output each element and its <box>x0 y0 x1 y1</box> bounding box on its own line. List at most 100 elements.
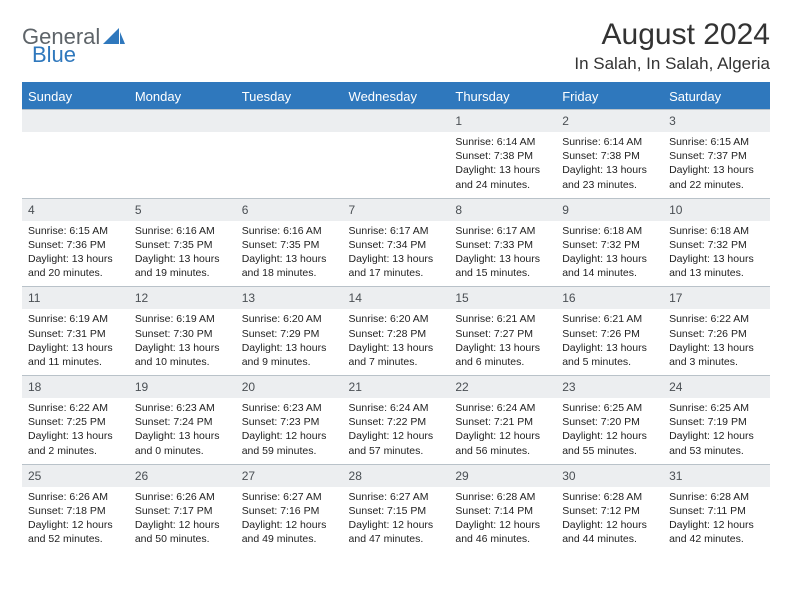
sunset-line: Sunset: 7:20 PM <box>562 415 657 429</box>
day-number: 6 <box>236 198 343 221</box>
sunrise-line: Sunrise: 6:28 AM <box>669 490 764 504</box>
day-number <box>22 110 129 133</box>
daylight-line: Daylight: 13 hours and 18 minutes. <box>242 252 337 280</box>
day-number: 9 <box>556 198 663 221</box>
sunset-line: Sunset: 7:16 PM <box>242 504 337 518</box>
sunrise-line: Sunrise: 6:24 AM <box>349 401 444 415</box>
sunrise-line: Sunrise: 6:24 AM <box>455 401 550 415</box>
day-number: 21 <box>343 376 450 399</box>
sunset-line: Sunset: 7:31 PM <box>28 327 123 341</box>
sunset-line: Sunset: 7:12 PM <box>562 504 657 518</box>
sunrise-line: Sunrise: 6:25 AM <box>562 401 657 415</box>
weekday-header: Saturday <box>663 84 770 110</box>
daylight-line: Daylight: 13 hours and 7 minutes. <box>349 341 444 369</box>
daynum-row: 18192021222324 <box>22 376 770 399</box>
day-cell: Sunrise: 6:16 AMSunset: 7:35 PMDaylight:… <box>236 221 343 287</box>
day-cell: Sunrise: 6:15 AMSunset: 7:36 PMDaylight:… <box>22 221 129 287</box>
sunset-line: Sunset: 7:38 PM <box>562 149 657 163</box>
daylight-line: Daylight: 13 hours and 2 minutes. <box>28 429 123 457</box>
day-number <box>343 110 450 133</box>
weekday-header: Monday <box>129 84 236 110</box>
daylight-line: Daylight: 13 hours and 9 minutes. <box>242 341 337 369</box>
day-number: 11 <box>22 287 129 310</box>
day-cell: Sunrise: 6:17 AMSunset: 7:34 PMDaylight:… <box>343 221 450 287</box>
daylight-line: Daylight: 12 hours and 42 minutes. <box>669 518 764 546</box>
sunset-line: Sunset: 7:30 PM <box>135 327 230 341</box>
sunset-line: Sunset: 7:37 PM <box>669 149 764 163</box>
day-cell: Sunrise: 6:18 AMSunset: 7:32 PMDaylight:… <box>663 221 770 287</box>
day-number: 23 <box>556 376 663 399</box>
daylight-line: Daylight: 13 hours and 24 minutes. <box>455 163 550 191</box>
daylight-line: Daylight: 12 hours and 44 minutes. <box>562 518 657 546</box>
sunset-line: Sunset: 7:26 PM <box>669 327 764 341</box>
sunrise-line: Sunrise: 6:21 AM <box>562 312 657 326</box>
daylight-line: Daylight: 12 hours and 46 minutes. <box>455 518 550 546</box>
day-number: 17 <box>663 287 770 310</box>
daylight-line: Daylight: 12 hours and 52 minutes. <box>28 518 123 546</box>
day-cell: Sunrise: 6:23 AMSunset: 7:23 PMDaylight:… <box>236 398 343 464</box>
daylight-line: Daylight: 13 hours and 11 minutes. <box>28 341 123 369</box>
sunrise-line: Sunrise: 6:28 AM <box>562 490 657 504</box>
day-cell: Sunrise: 6:28 AMSunset: 7:14 PMDaylight:… <box>449 487 556 553</box>
day-cell: Sunrise: 6:22 AMSunset: 7:25 PMDaylight:… <box>22 398 129 464</box>
day-number: 22 <box>449 376 556 399</box>
daylight-line: Daylight: 13 hours and 10 minutes. <box>135 341 230 369</box>
daylight-line: Daylight: 12 hours and 57 minutes. <box>349 429 444 457</box>
day-cell: Sunrise: 6:26 AMSunset: 7:17 PMDaylight:… <box>129 487 236 553</box>
day-cell: Sunrise: 6:28 AMSunset: 7:12 PMDaylight:… <box>556 487 663 553</box>
sunset-line: Sunset: 7:34 PM <box>349 238 444 252</box>
day-number: 5 <box>129 198 236 221</box>
weekday-header: Thursday <box>449 84 556 110</box>
sunset-line: Sunset: 7:36 PM <box>28 238 123 252</box>
day-number: 27 <box>236 464 343 487</box>
day-content-row: Sunrise: 6:22 AMSunset: 7:25 PMDaylight:… <box>22 398 770 464</box>
day-number <box>129 110 236 133</box>
day-number: 19 <box>129 376 236 399</box>
sunset-line: Sunset: 7:29 PM <box>242 327 337 341</box>
day-number: 3 <box>663 110 770 133</box>
sunrise-line: Sunrise: 6:25 AM <box>669 401 764 415</box>
day-content-row: Sunrise: 6:19 AMSunset: 7:31 PMDaylight:… <box>22 309 770 375</box>
sunrise-line: Sunrise: 6:20 AM <box>349 312 444 326</box>
day-cell: Sunrise: 6:27 AMSunset: 7:15 PMDaylight:… <box>343 487 450 553</box>
day-cell: Sunrise: 6:16 AMSunset: 7:35 PMDaylight:… <box>129 221 236 287</box>
daylight-line: Daylight: 13 hours and 22 minutes. <box>669 163 764 191</box>
day-content-row: Sunrise: 6:14 AMSunset: 7:38 PMDaylight:… <box>22 132 770 198</box>
sunrise-line: Sunrise: 6:22 AM <box>669 312 764 326</box>
weekday-header: Wednesday <box>343 84 450 110</box>
day-cell: Sunrise: 6:21 AMSunset: 7:27 PMDaylight:… <box>449 309 556 375</box>
title-block: August 2024 In Salah, In Salah, Algeria <box>574 18 770 74</box>
daylight-line: Daylight: 12 hours and 49 minutes. <box>242 518 337 546</box>
calendar-table: Sunday Monday Tuesday Wednesday Thursday… <box>22 84 770 552</box>
day-cell <box>343 132 450 198</box>
header: General August 2024 In Salah, In Salah, … <box>22 18 770 74</box>
sunset-line: Sunset: 7:28 PM <box>349 327 444 341</box>
sunrise-line: Sunrise: 6:21 AM <box>455 312 550 326</box>
sunset-line: Sunset: 7:25 PM <box>28 415 123 429</box>
sunrise-line: Sunrise: 6:16 AM <box>242 224 337 238</box>
day-cell: Sunrise: 6:19 AMSunset: 7:31 PMDaylight:… <box>22 309 129 375</box>
weekday-header: Sunday <box>22 84 129 110</box>
daylight-line: Daylight: 13 hours and 14 minutes. <box>562 252 657 280</box>
weekday-header: Friday <box>556 84 663 110</box>
sunrise-line: Sunrise: 6:26 AM <box>28 490 123 504</box>
day-number: 2 <box>556 110 663 133</box>
daylight-line: Daylight: 13 hours and 17 minutes. <box>349 252 444 280</box>
title-month: August 2024 <box>574 18 770 52</box>
day-number: 29 <box>449 464 556 487</box>
day-number: 12 <box>129 287 236 310</box>
weekday-header-row: Sunday Monday Tuesday Wednesday Thursday… <box>22 84 770 110</box>
day-cell: Sunrise: 6:14 AMSunset: 7:38 PMDaylight:… <box>556 132 663 198</box>
day-number: 26 <box>129 464 236 487</box>
day-number: 16 <box>556 287 663 310</box>
sunrise-line: Sunrise: 6:15 AM <box>669 135 764 149</box>
daylight-line: Daylight: 12 hours and 47 minutes. <box>349 518 444 546</box>
sunset-line: Sunset: 7:15 PM <box>349 504 444 518</box>
day-cell: Sunrise: 6:19 AMSunset: 7:30 PMDaylight:… <box>129 309 236 375</box>
sunset-line: Sunset: 7:21 PM <box>455 415 550 429</box>
day-cell <box>22 132 129 198</box>
day-cell: Sunrise: 6:15 AMSunset: 7:37 PMDaylight:… <box>663 132 770 198</box>
sunrise-line: Sunrise: 6:28 AM <box>455 490 550 504</box>
weekday-header: Tuesday <box>236 84 343 110</box>
day-cell: Sunrise: 6:20 AMSunset: 7:29 PMDaylight:… <box>236 309 343 375</box>
